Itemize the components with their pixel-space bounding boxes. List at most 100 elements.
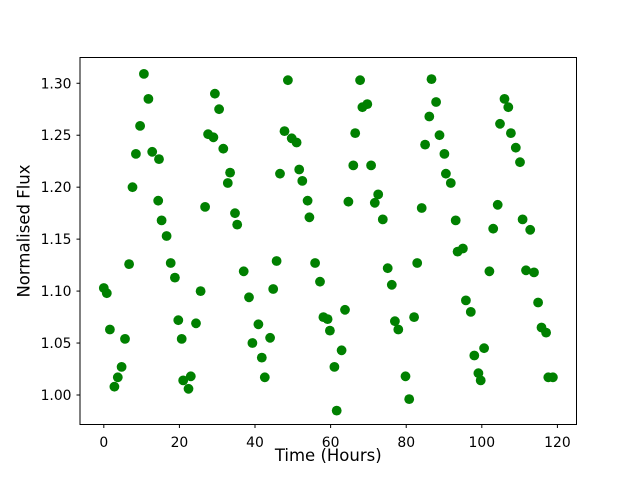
data-point xyxy=(400,371,411,382)
data-point xyxy=(120,334,130,344)
data-point xyxy=(331,405,342,416)
data-point xyxy=(230,208,240,219)
data-point xyxy=(488,223,499,234)
data-point xyxy=(390,316,400,327)
data-point xyxy=(275,168,285,179)
y-tick-label: 1.25 xyxy=(41,128,72,144)
data-point xyxy=(506,128,516,139)
data-point xyxy=(431,97,441,107)
data-point xyxy=(492,199,503,210)
data-point xyxy=(225,167,236,178)
data-point xyxy=(515,157,525,168)
data-point xyxy=(195,286,206,296)
data-point xyxy=(541,327,551,338)
data-point xyxy=(386,279,397,290)
data-point xyxy=(109,381,120,392)
data-point xyxy=(377,214,388,225)
data-point xyxy=(291,137,302,148)
data-point xyxy=(302,195,313,206)
y-tick-label: 1.00 xyxy=(41,388,72,404)
data-point xyxy=(214,104,225,115)
data-point xyxy=(369,197,380,208)
y-tick-label: 1.05 xyxy=(41,336,72,352)
data-point xyxy=(218,143,229,154)
x-tick-label: 120 xyxy=(544,435,571,451)
data-point xyxy=(336,345,347,356)
data-point xyxy=(393,324,404,335)
data-point xyxy=(161,231,172,241)
data-point xyxy=(178,375,189,386)
data-point xyxy=(343,196,354,207)
data-point xyxy=(238,266,249,277)
data-point xyxy=(165,258,176,268)
data-point xyxy=(191,318,201,329)
data-point xyxy=(409,312,419,322)
data-point xyxy=(484,266,495,277)
data-point xyxy=(304,212,315,223)
data-point xyxy=(253,319,264,330)
data-point xyxy=(382,263,393,274)
data-point xyxy=(340,304,350,315)
y-axis-label: Normalised Flux xyxy=(15,164,34,297)
data-point xyxy=(373,189,384,200)
data-point xyxy=(139,69,149,79)
data-point xyxy=(147,146,158,157)
data-point xyxy=(533,297,543,308)
plot-border xyxy=(79,57,577,425)
data-point xyxy=(210,88,220,99)
data-point xyxy=(173,315,184,326)
data-point xyxy=(445,178,456,188)
data-point xyxy=(153,195,164,206)
data-point xyxy=(439,149,450,159)
data-point xyxy=(548,372,558,383)
data-point xyxy=(222,178,233,188)
data-point xyxy=(185,371,196,382)
data-point xyxy=(469,350,480,361)
data-point xyxy=(315,276,325,287)
data-point xyxy=(475,375,486,386)
data-point xyxy=(105,324,115,335)
data-point xyxy=(362,99,373,109)
data-point xyxy=(208,132,219,143)
y-tick-label: 1.20 xyxy=(41,180,72,196)
data-point xyxy=(156,215,167,226)
data-point xyxy=(271,256,282,266)
data-point xyxy=(101,288,112,299)
data-point xyxy=(434,130,445,141)
data-point xyxy=(310,258,320,268)
data-point xyxy=(127,182,138,193)
data-point xyxy=(416,203,427,213)
data-point xyxy=(244,292,254,303)
data-point xyxy=(426,74,437,84)
data-point xyxy=(247,338,258,348)
data-point xyxy=(521,265,531,276)
data-point xyxy=(420,139,430,150)
data-point xyxy=(329,362,340,372)
data-point xyxy=(503,102,514,113)
data-point xyxy=(404,394,415,404)
data-point xyxy=(135,121,146,131)
data-point xyxy=(495,118,505,129)
x-tick-label: 20 xyxy=(171,435,189,451)
data-point xyxy=(232,219,243,230)
data-point xyxy=(441,168,451,179)
data-point xyxy=(183,383,194,394)
x-axis-label: Time (Hours) xyxy=(274,446,382,465)
data-point xyxy=(450,215,461,226)
data-point xyxy=(517,214,528,225)
data-point xyxy=(256,352,267,363)
x-tick-label: 40 xyxy=(246,435,264,451)
data-point xyxy=(294,164,305,175)
data-point xyxy=(143,94,154,104)
data-point xyxy=(348,160,359,171)
x-tick-label: 0 xyxy=(99,435,108,451)
x-tick-label: 80 xyxy=(397,435,415,451)
data-point xyxy=(412,258,423,268)
data-point xyxy=(116,362,127,372)
data-point xyxy=(265,332,275,343)
data-point xyxy=(510,142,521,153)
data-point xyxy=(479,343,489,354)
data-point xyxy=(170,272,180,283)
